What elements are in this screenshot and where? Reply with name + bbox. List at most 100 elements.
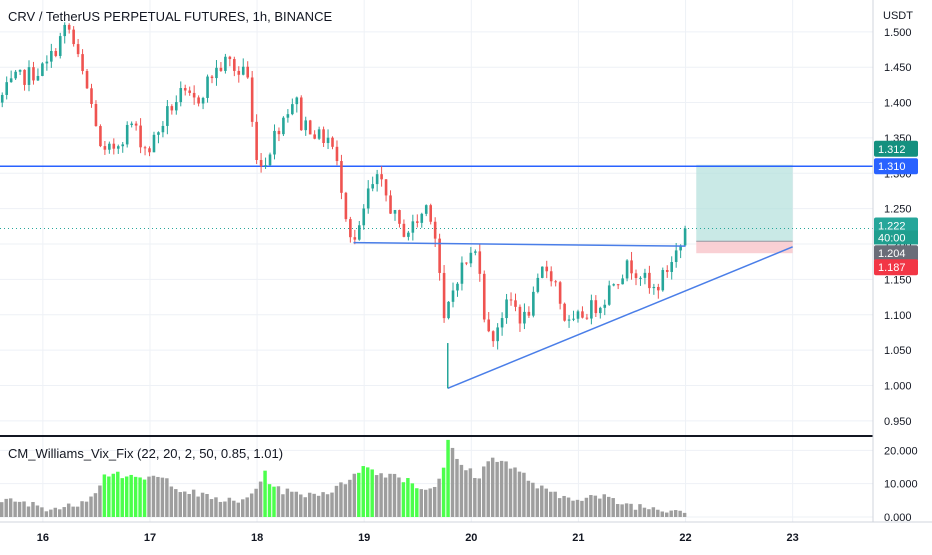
candle-body (514, 300, 517, 307)
grid-lines (0, 0, 873, 522)
vix-bar (468, 468, 473, 517)
vix-bar (124, 476, 129, 517)
candle-body (384, 179, 388, 196)
vix-bar (129, 474, 133, 517)
vix-bar (107, 476, 111, 517)
vix-bar (245, 497, 249, 517)
candle-body (648, 272, 651, 289)
chart-title: CRV / TetherUS PERPETUAL FUTURES, 1h, BI… (8, 9, 333, 24)
vix-bar (513, 467, 517, 517)
vix-bar (339, 482, 343, 517)
candle-body (612, 284, 615, 286)
candle-body (652, 286, 656, 289)
candle-body (45, 61, 49, 64)
candle-body (482, 273, 486, 320)
vix-bar (53, 507, 58, 517)
vix-bar (196, 496, 200, 517)
currency-label: USDT (883, 10, 913, 22)
vix-bar (401, 482, 406, 517)
day-tick-label: 17 (144, 532, 156, 544)
vix-bar (352, 473, 357, 517)
candle-body (18, 69, 22, 72)
candle-body (161, 125, 165, 133)
vix-bar (522, 472, 526, 517)
candle-body (545, 266, 549, 272)
pane-separator (0, 435, 932, 437)
vix-bar (682, 512, 687, 517)
candle-body (23, 69, 26, 85)
vix-bar (232, 500, 236, 517)
candle-body (585, 317, 589, 319)
indicator-tick-label: 10.000 (884, 479, 918, 491)
candle-body (166, 106, 169, 126)
candle-body (340, 161, 343, 193)
vix-bar (432, 486, 437, 517)
vix-bar (75, 506, 80, 517)
candle-body (402, 223, 406, 237)
candle-body (286, 114, 290, 118)
vix-bar (40, 507, 44, 517)
vix-bar (446, 439, 450, 517)
candle-body (241, 66, 245, 75)
candle-body (215, 67, 218, 79)
vix-bar (544, 488, 548, 517)
price-tick-label: 1.500 (884, 27, 912, 39)
candle-body (9, 78, 13, 83)
resistance-price-tag: 1.310 (878, 161, 906, 173)
vix-bar (62, 507, 66, 517)
vix-bar (348, 479, 352, 517)
candle-body (112, 143, 116, 149)
candle-body (554, 281, 557, 283)
candle-body (14, 71, 17, 79)
vix-bar (606, 496, 611, 517)
day-tick-label: 23 (787, 532, 799, 544)
vix-bar (428, 488, 432, 517)
vix-bar (450, 447, 455, 517)
candle-body (210, 76, 214, 79)
candle-body (246, 66, 250, 78)
candle-body (389, 195, 392, 214)
vix-bar (267, 484, 272, 517)
candle-body (416, 221, 419, 223)
vix-bars (0, 439, 687, 517)
candle-body (679, 245, 682, 251)
vix-bar (392, 473, 397, 517)
candle-body (532, 291, 535, 316)
vix-bar (531, 482, 535, 517)
vix-bar (548, 491, 553, 517)
candle-body (36, 75, 40, 81)
last-price-tag: 1.222 (878, 220, 906, 232)
vix-bar (116, 471, 120, 517)
vix-bar (205, 494, 209, 517)
stop-price-tag-bg (874, 259, 918, 276)
candle-body (233, 59, 236, 71)
candle-body (639, 277, 642, 279)
candle-body (630, 260, 633, 274)
candle-body (625, 260, 629, 279)
vix-bar (455, 458, 459, 517)
candle-body (183, 88, 187, 91)
candle-body (456, 283, 459, 291)
candle-body (411, 221, 415, 233)
candle-body (179, 88, 183, 103)
vix-bar (321, 492, 325, 517)
vix-bar (656, 509, 660, 517)
vix-bar (294, 491, 299, 517)
candle-body (0, 94, 4, 103)
candle-body (5, 82, 8, 95)
candle-body (90, 88, 93, 104)
candle-body (590, 300, 593, 319)
candle-body (255, 121, 258, 161)
candle-body (523, 311, 526, 324)
vix-bar (647, 509, 651, 517)
vix-bar (8, 498, 13, 517)
candle-body (291, 104, 294, 115)
vix-bar (254, 488, 258, 517)
vix-bar (620, 504, 624, 517)
vix-bar (182, 491, 187, 517)
vix-bar (307, 492, 312, 517)
candle-body (634, 273, 638, 279)
vix-bar (357, 472, 361, 517)
stop-zone (696, 241, 793, 254)
